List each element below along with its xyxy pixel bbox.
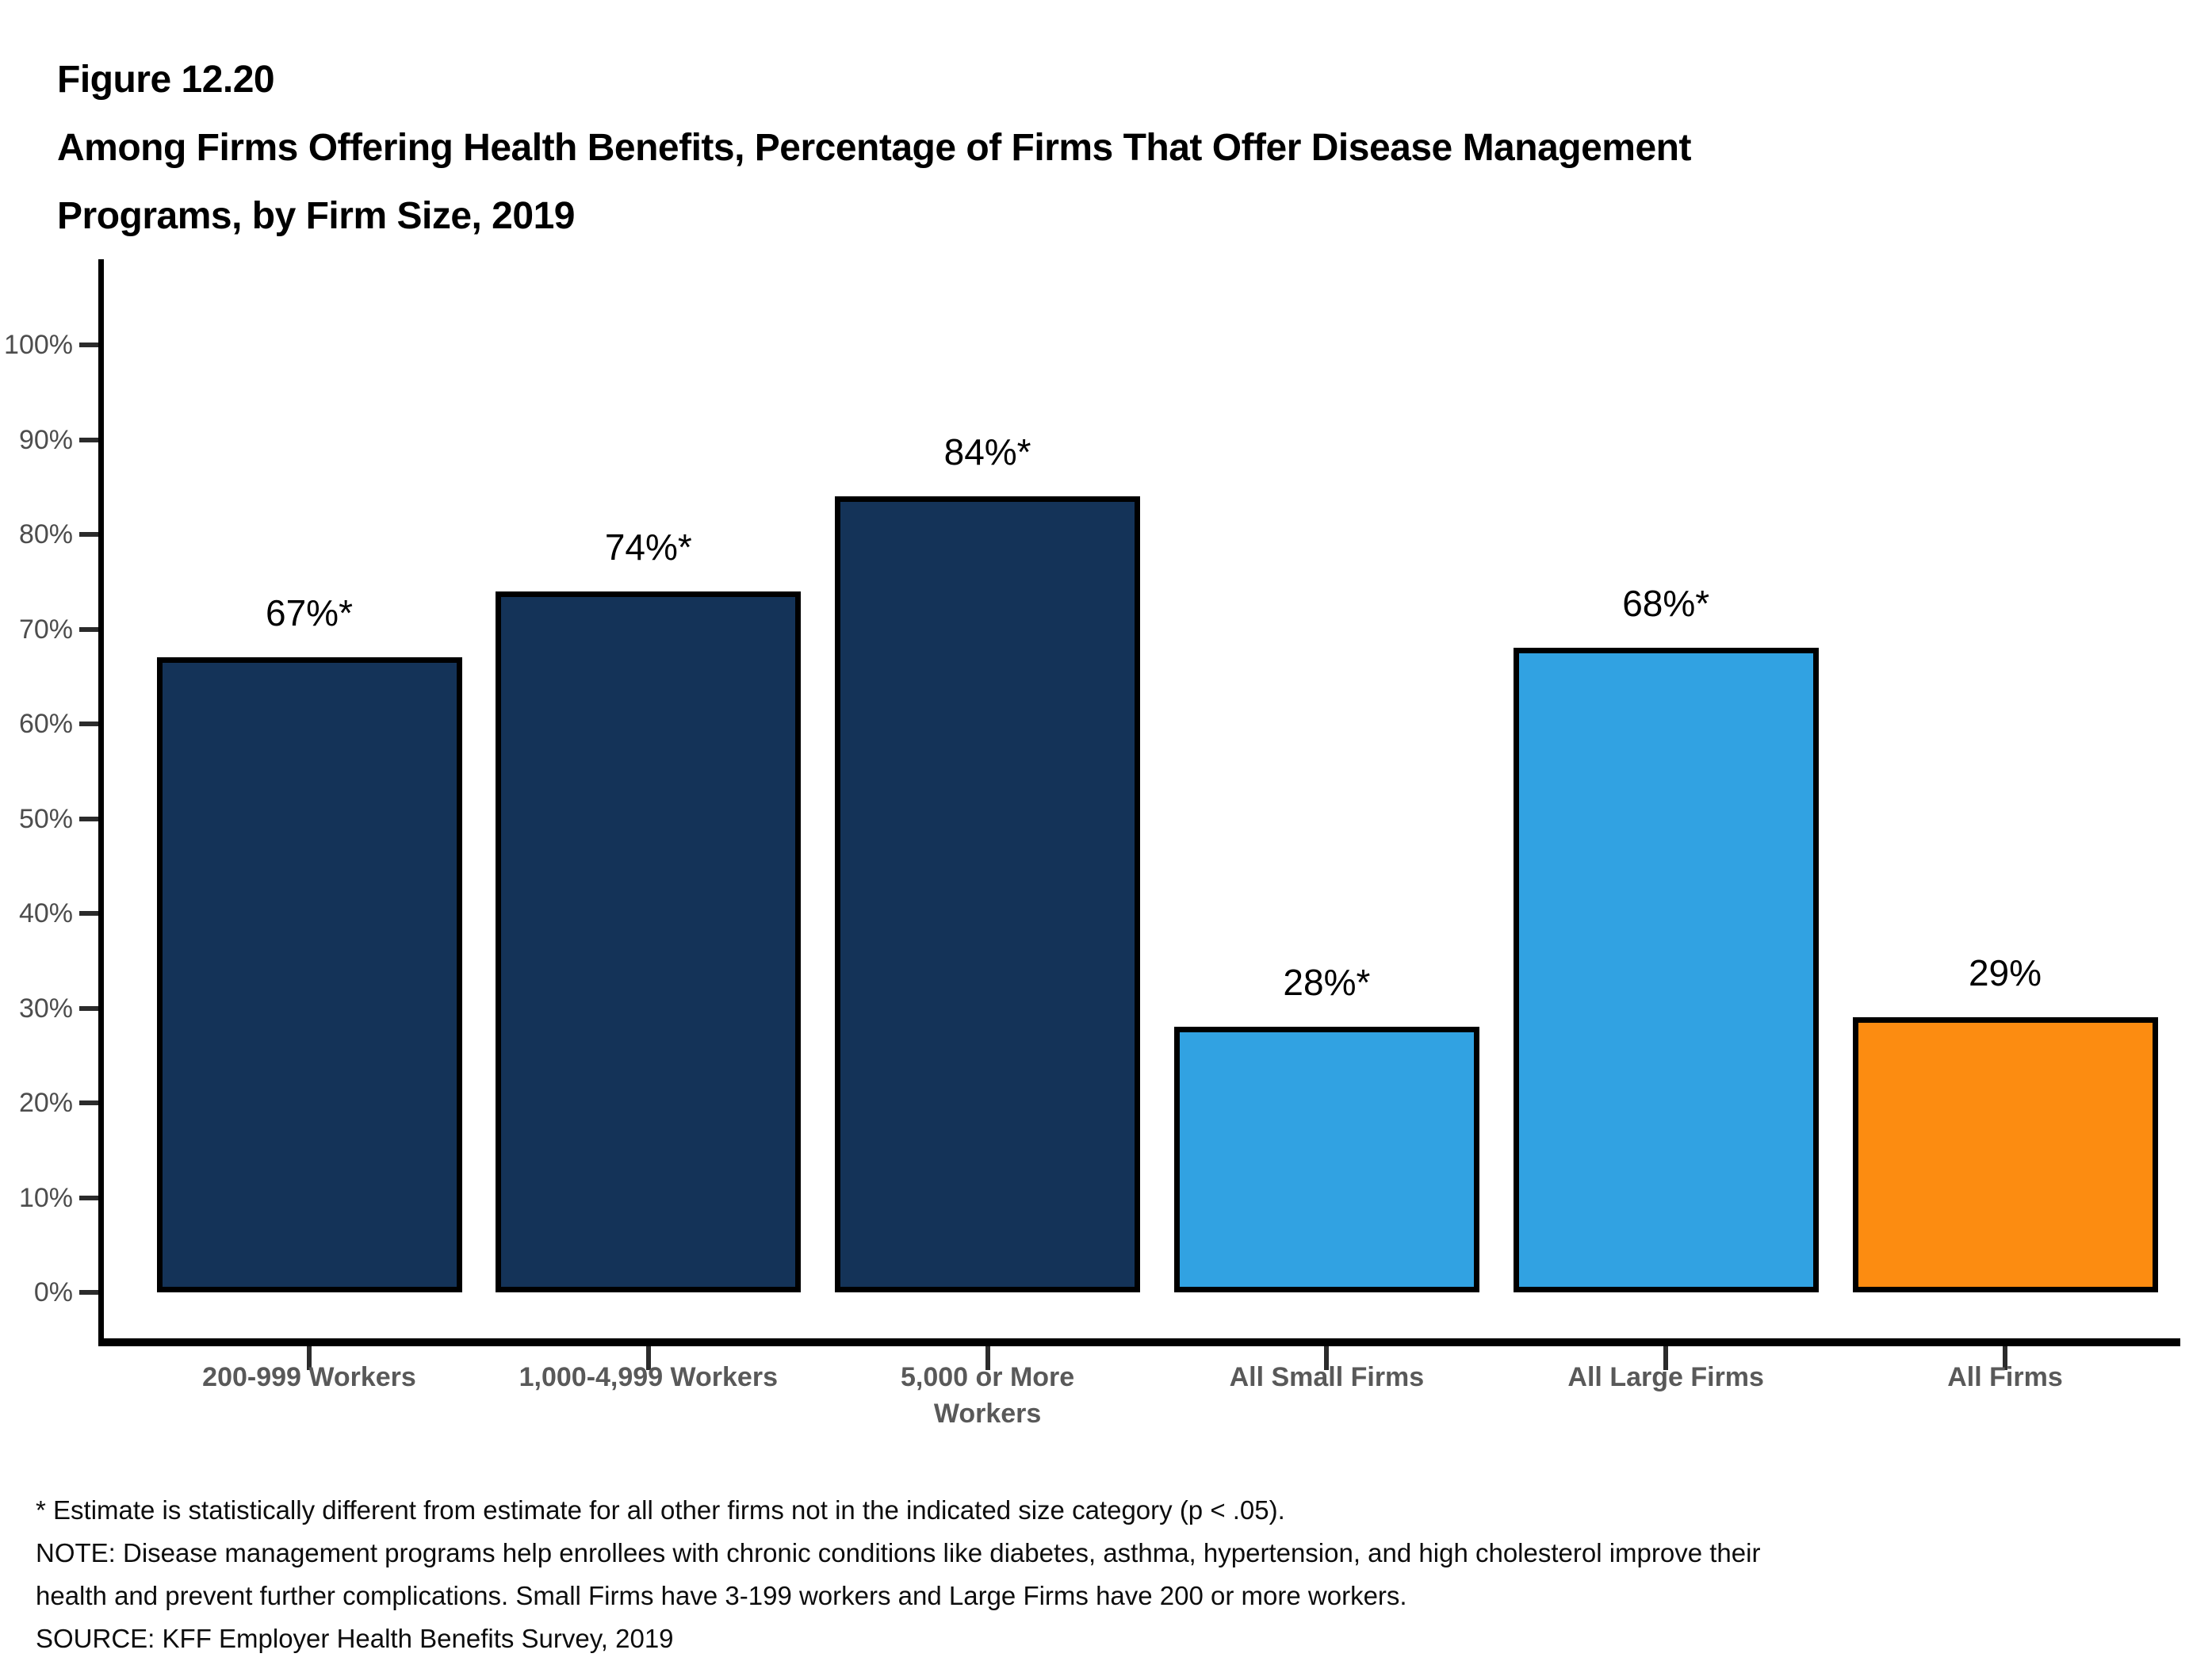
- x-axis-label-all-large-firms: All Large Firms: [1483, 1359, 1848, 1395]
- y-axis-tick-label: 0%: [33, 1277, 73, 1307]
- x-axis-label-line: All Small Firms: [1229, 1362, 1425, 1392]
- y-axis-tick-label: 90%: [18, 424, 73, 455]
- x-axis-tick: [2003, 1346, 2007, 1370]
- y-axis-tick-label: 30%: [18, 993, 73, 1024]
- x-axis-tick: [1663, 1346, 1669, 1370]
- y-axis-line: [98, 259, 104, 1342]
- bar-1-000-4-999-workers: [496, 591, 802, 1292]
- x-axis-label-line: Workers: [933, 1399, 1042, 1429]
- y-axis-tick-label: 80%: [18, 519, 73, 549]
- y-axis-tick: [79, 722, 98, 726]
- x-axis-label-line: All Large Firms: [1567, 1362, 1764, 1392]
- y-axis-tick: [79, 1195, 98, 1200]
- y-axis-tick-label: 60%: [18, 709, 73, 739]
- x-axis-tick: [1324, 1346, 1330, 1370]
- x-axis-label-1-000-4-999-workers: 1,000-4,999 Workers: [466, 1359, 831, 1395]
- x-axis-label-line: All Firms: [1947, 1362, 2063, 1392]
- x-axis-label-line: 1,000-4,999 Workers: [519, 1362, 778, 1392]
- y-axis-tick: [79, 626, 98, 632]
- bar-200-999-workers: [156, 657, 462, 1292]
- bar-all-firms: [1852, 1017, 2158, 1292]
- y-axis-tick: [79, 343, 98, 347]
- y-axis-tick-label: 50%: [18, 803, 73, 834]
- y-axis-tick: [79, 1290, 98, 1295]
- chart-title: Figure 12.20 Among Firms Offering Health…: [57, 46, 1691, 251]
- footnote-note-line1: NOTE: Disease management programs help e…: [36, 1538, 1761, 1567]
- x-axis-line: [98, 1338, 2180, 1346]
- x-axis-tick: [307, 1346, 312, 1370]
- x-axis-label-all-firms: All Firms: [1823, 1359, 2187, 1395]
- x-axis-label-line: 5,000 or More: [900, 1362, 1075, 1392]
- y-axis-tick: [79, 437, 98, 442]
- y-axis-tick: [79, 911, 98, 916]
- bar-value-label: 84%*: [943, 431, 1031, 473]
- x-axis-tick: [645, 1346, 651, 1370]
- x-axis-tick: [985, 1346, 990, 1370]
- y-axis-tick-label: 100%: [4, 330, 73, 360]
- footnote-source: SOURCE: KFF Employer Health Benefits Sur…: [36, 1624, 674, 1653]
- figure-number: Figure 12.20: [57, 59, 275, 101]
- title-line-1: Among Firms Offering Health Benefits, Pe…: [57, 127, 1691, 169]
- x-axis-label-all-small-firms: All Small Firms: [1144, 1359, 1509, 1395]
- y-axis-tick: [79, 532, 98, 537]
- x-axis-label-5-000-or-more-workers: 5,000 or More Workers: [806, 1359, 1170, 1432]
- bar-value-label: 67%*: [266, 592, 353, 634]
- y-axis-tick: [79, 816, 98, 821]
- bar-all-small-firms: [1173, 1027, 1479, 1292]
- footnote-note-line2: health and prevent further complications…: [36, 1581, 1407, 1610]
- x-axis-label-200-999-workers: 200-999 Workers: [127, 1359, 492, 1395]
- y-axis-tick: [79, 1005, 98, 1011]
- bar-all-large-firms: [1513, 648, 1819, 1292]
- y-axis-tick-label: 40%: [18, 898, 73, 928]
- bar-value-label: 29%: [1968, 952, 2042, 994]
- x-axis-label-line: 200-999 Workers: [202, 1362, 416, 1392]
- y-axis-tick: [79, 1100, 98, 1105]
- footnote-block: * Estimate is statistically different fr…: [36, 1489, 1760, 1660]
- title-line-2: Programs, by Firm Size, 2019: [57, 195, 575, 237]
- y-axis-tick-label: 20%: [18, 1088, 73, 1118]
- bar-value-label: 68%*: [1622, 583, 1710, 625]
- bar-value-label: 74%*: [604, 526, 692, 568]
- y-axis-tick-label: 10%: [18, 1182, 73, 1213]
- bar-5-000-or-more-workers: [835, 496, 1141, 1292]
- footnote-asterisk: * Estimate is statistically different fr…: [36, 1495, 1285, 1525]
- bar-value-label: 28%*: [1283, 962, 1371, 1004]
- y-axis-tick-label: 70%: [18, 614, 73, 645]
